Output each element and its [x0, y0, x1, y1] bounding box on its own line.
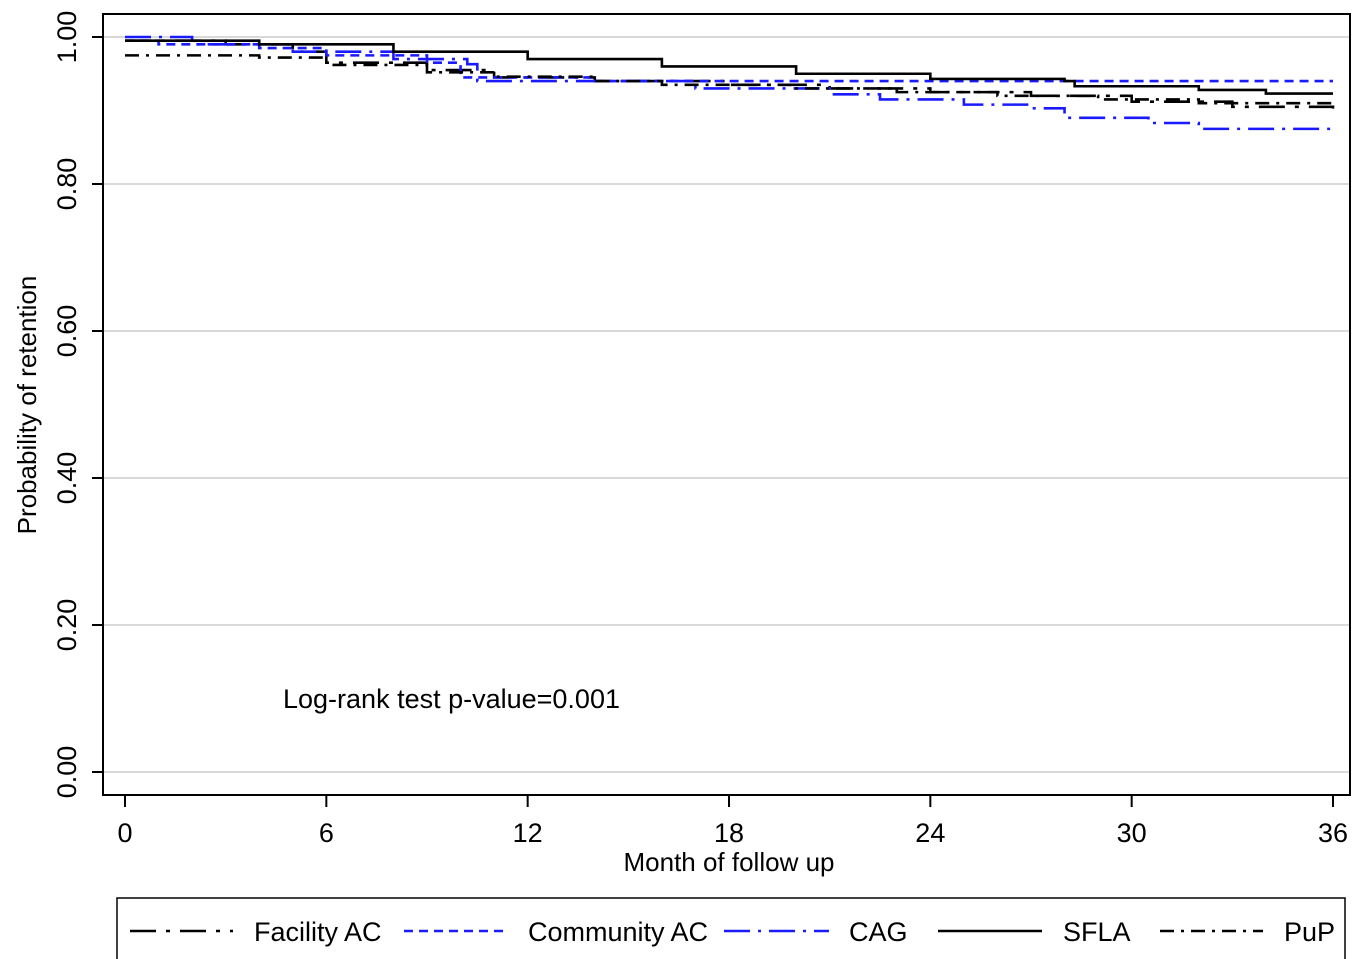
- y-tick-label: 0.40: [52, 452, 82, 505]
- y-tick-label: 0.00: [52, 746, 82, 799]
- legend-label: Community AC: [528, 917, 708, 947]
- log-rank-annotation: Log-rank test p-value=0.001: [283, 684, 620, 714]
- legend: Facility AC Community AC CAG SFLA PuP: [130, 917, 1335, 947]
- series-line-sfla: [125, 39, 1333, 95]
- legend-label: Facility AC: [254, 917, 382, 947]
- plot-area: [102, 13, 1351, 796]
- legend-label: SFLA: [1063, 917, 1131, 947]
- y-tick-label: 0.80: [52, 158, 82, 211]
- x-tick-label: 6: [319, 818, 334, 848]
- legend-box: [116, 897, 1346, 959]
- x-tick-label: 24: [915, 818, 945, 848]
- x-tick-label: 18: [714, 818, 744, 848]
- x-tick-label: 0: [117, 818, 132, 848]
- series-line-pup: [125, 54, 1333, 105]
- legend-label: PuP: [1284, 917, 1335, 947]
- y-tick-label: 0.20: [52, 599, 82, 652]
- x-axis-title: Month of follow up: [623, 847, 834, 877]
- y-axis-title: Probability of retention: [12, 276, 42, 535]
- x-tick-label: 36: [1318, 818, 1348, 848]
- legend-label: CAG: [849, 917, 908, 947]
- y-tick-label: 0.60: [52, 305, 82, 358]
- x-tick-label: 30: [1117, 818, 1147, 848]
- gridlines: [104, 36, 1349, 773]
- y-tick-label: 1.00: [52, 11, 82, 64]
- y-axis: 0.00 0.20 0.40 0.60 0.80 1.00: [52, 11, 103, 799]
- series-line-cag: [125, 35, 1335, 131]
- x-tick-label: 12: [513, 818, 543, 848]
- x-axis: 0 6 12 18 24 30 36: [117, 795, 1348, 848]
- survival-curves: [125, 35, 1335, 131]
